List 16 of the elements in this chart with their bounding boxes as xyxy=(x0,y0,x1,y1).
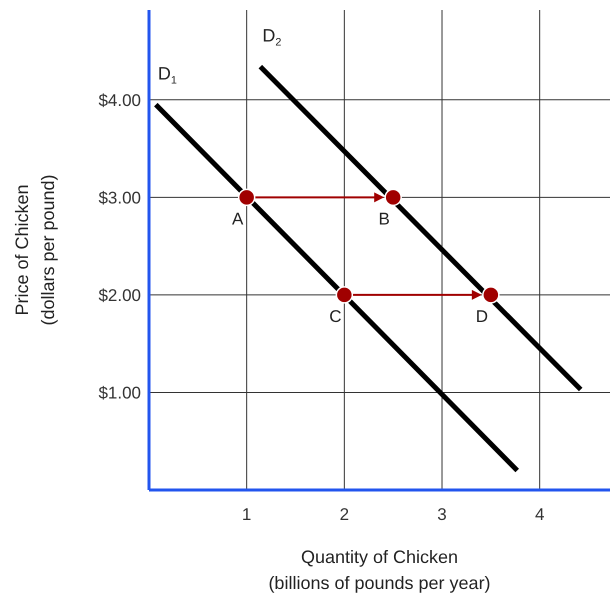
x-tick-label: 2 xyxy=(340,505,350,524)
y-tick-label: $2.00 xyxy=(98,286,141,305)
annotation: D xyxy=(476,306,488,326)
annotation: C xyxy=(329,306,342,326)
annotation: B xyxy=(378,209,390,228)
x-axis-title: Quantity of Chicken (billions of pounds per year) xyxy=(268,547,491,593)
y-tick-label: $1.00 xyxy=(98,383,141,402)
x-tick-label: 4 xyxy=(534,505,544,524)
x-tick-label: 1 xyxy=(242,505,252,524)
annotation: A xyxy=(232,209,244,228)
y-tick-label: $3.00 xyxy=(98,188,141,208)
x-tick-label: 3 xyxy=(437,505,447,524)
y-axis-title: Price of Chicken (dollars per pound) xyxy=(12,174,58,326)
y-tick-label: $4.00 xyxy=(98,90,141,110)
series-label: D$_{2}$ xyxy=(262,26,282,49)
series-label: D$_{1}$ xyxy=(158,64,177,88)
